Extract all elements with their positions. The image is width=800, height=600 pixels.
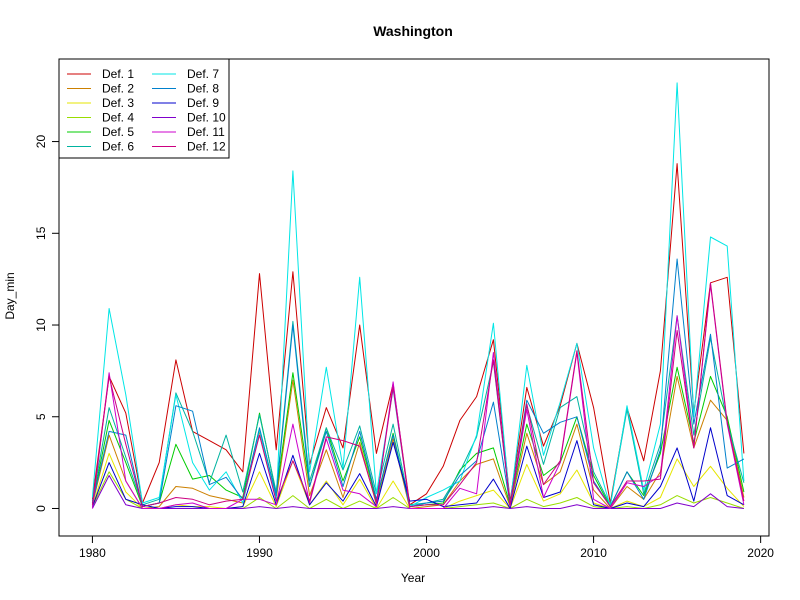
- chart-title: Washington: [373, 23, 453, 39]
- y-tick-label: 5: [34, 413, 48, 420]
- y-tick-label: 20: [34, 135, 48, 149]
- y-tick-label: 15: [34, 226, 48, 240]
- x-axis-label: Year: [401, 571, 425, 585]
- y-tick-label: 0: [34, 505, 48, 512]
- series-line: [91, 375, 745, 509]
- legend-label: Def. 10: [187, 111, 226, 125]
- y-axis-label: Day_min: [3, 272, 17, 319]
- legend-label: Def. 6: [102, 140, 134, 154]
- legend-label: Def. 1: [102, 67, 134, 81]
- legend-box: [58, 58, 230, 159]
- x-tick-label: 2020: [747, 546, 774, 560]
- series-line: [91, 282, 745, 508]
- x-tick-label: 2000: [413, 546, 440, 560]
- x-axis: 1980 1990 2000 2010 2020: [79, 535, 774, 560]
- y-tick-label: 10: [34, 318, 48, 332]
- legend-label: Def. 12: [187, 140, 226, 154]
- legend-label: Def. 2: [102, 82, 134, 96]
- legend-label: Def. 3: [102, 96, 134, 110]
- y-axis: 0 5 10 15 20: [34, 135, 60, 512]
- series-line: [91, 427, 745, 509]
- series-line: [91, 163, 745, 506]
- x-tick-label: 2010: [580, 546, 607, 560]
- series-line: [91, 315, 745, 506]
- legend-label: Def. 4: [102, 111, 134, 125]
- plot-area: [91, 82, 745, 509]
- x-tick-label: 1990: [246, 546, 273, 560]
- legend-label: Def. 11: [187, 125, 225, 139]
- legend-label: Def. 8: [187, 82, 219, 96]
- x-tick-label: 1980: [79, 546, 106, 560]
- series-line: [91, 258, 745, 508]
- series-line: [91, 82, 745, 508]
- series-line: [91, 284, 745, 509]
- legend-label: Def. 5: [102, 125, 134, 139]
- legend-label: Def. 7: [187, 67, 219, 81]
- legend-label: Def. 9: [187, 96, 219, 110]
